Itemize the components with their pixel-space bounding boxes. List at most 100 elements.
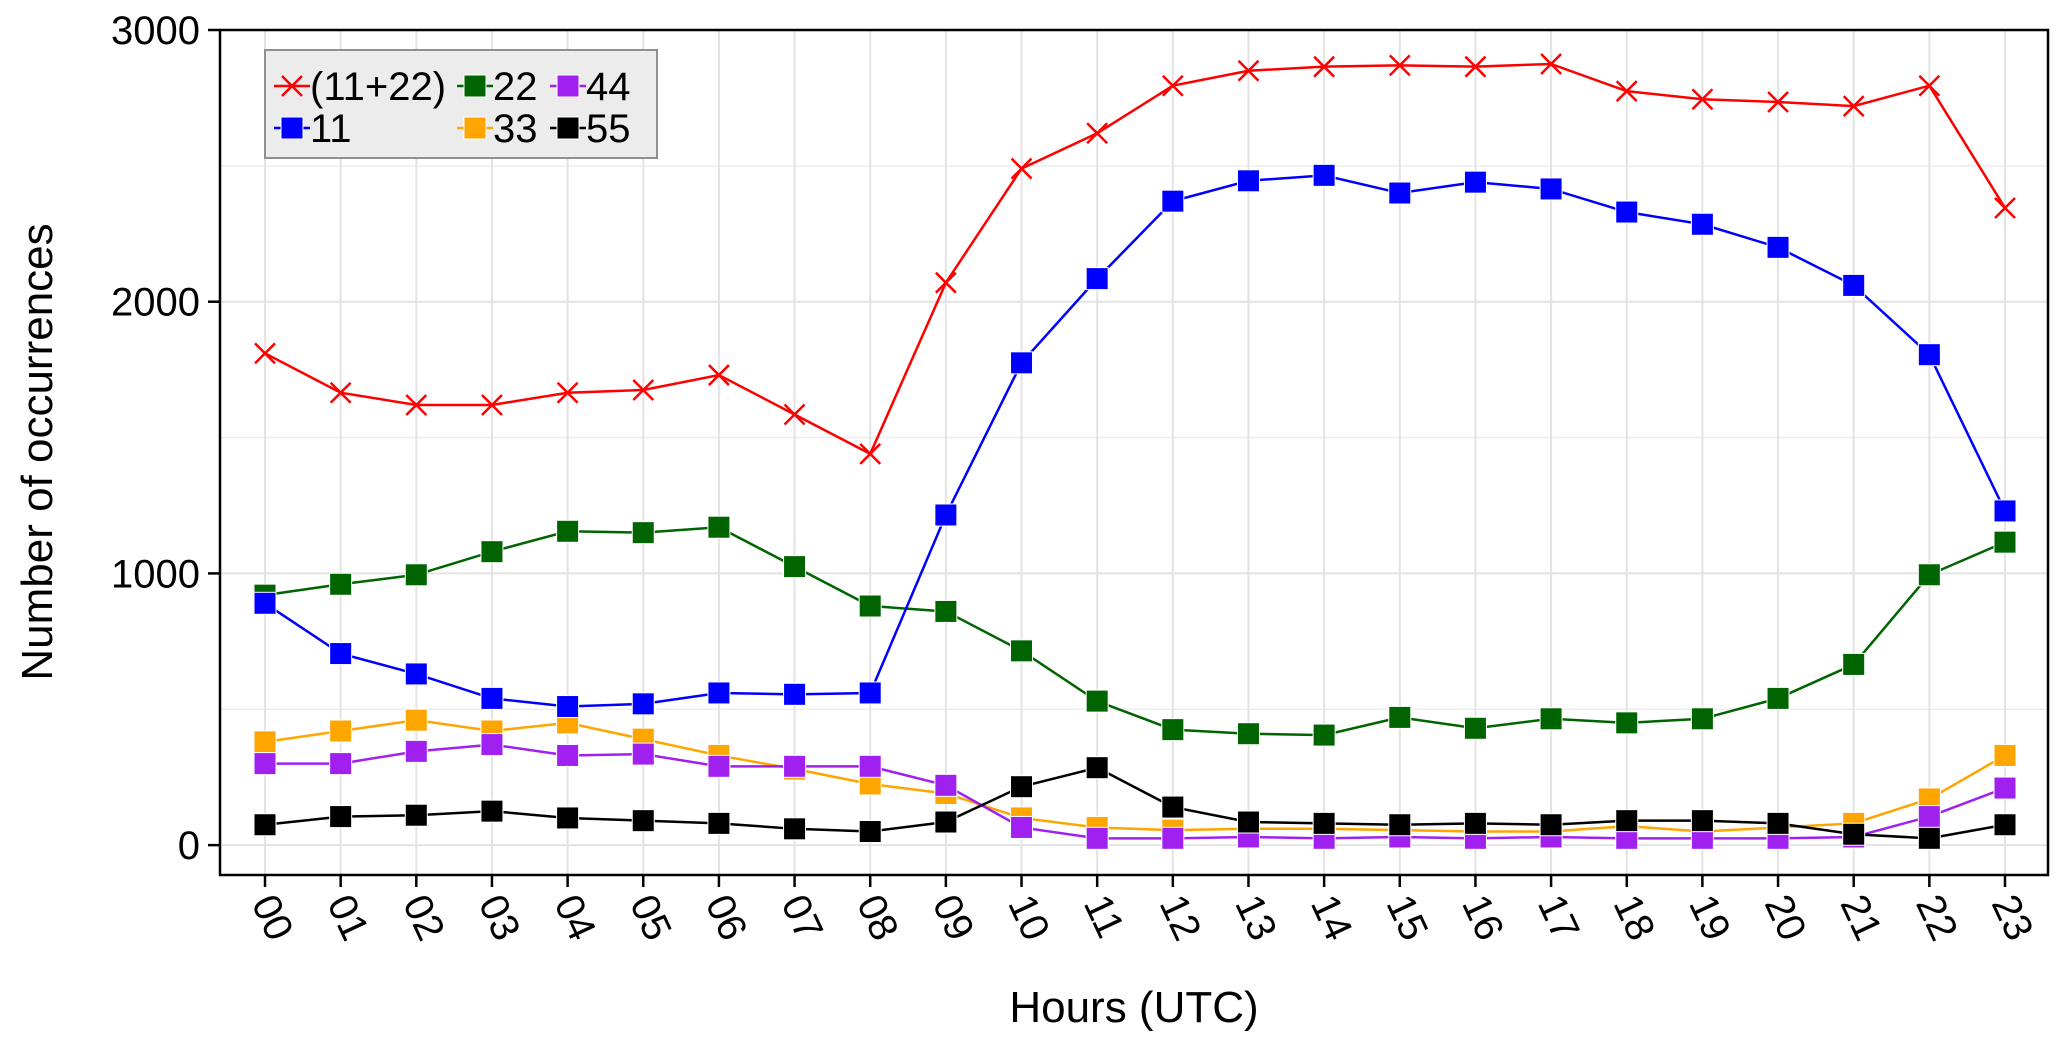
data-point-11	[783, 682, 807, 706]
series-line-33	[264, 718, 2006, 833]
data-point-33	[1993, 743, 2017, 767]
data-point-33	[329, 719, 353, 743]
data-point-11	[1463, 170, 1487, 194]
x-axis: 00 01 02 03 04 05 06 07 08 09 10 11 12 13 14 15 16 17 18 19…	[243, 875, 2042, 947]
legend-label: (11+22)	[310, 65, 446, 109]
data-point-1122	[1237, 59, 1260, 82]
data-point-44	[556, 743, 580, 767]
x-tick-label: 03	[470, 888, 529, 947]
x-tick-label: 16	[1453, 888, 1512, 947]
data-point-22	[1236, 722, 1260, 746]
data-point-22	[1993, 530, 2017, 554]
data-point-11	[1690, 212, 1714, 236]
legend-item-22: 22	[457, 65, 538, 109]
y-tick-label: 3000	[111, 9, 200, 53]
data-point-55	[1010, 775, 1034, 799]
data-point-44	[1161, 826, 1185, 850]
legend-label: 55	[586, 107, 631, 151]
x-tick-label: 01	[318, 888, 377, 947]
x-tick-label: 11	[1075, 888, 1132, 944]
x-tick-label: 04	[545, 888, 604, 947]
x-tick-label: 13	[1226, 888, 1285, 947]
series-line-1122	[264, 62, 2007, 456]
data-point-11	[1161, 189, 1185, 213]
data-point-33	[404, 708, 428, 732]
series-line-11	[264, 174, 2007, 708]
data-point-55	[253, 813, 277, 837]
data-point-1122	[1010, 157, 1033, 180]
data-point-11	[1993, 499, 2017, 523]
data-point-22	[480, 540, 504, 564]
data-point-1122	[1767, 91, 1789, 113]
data-point-44	[1010, 815, 1034, 839]
data-point-22	[1010, 639, 1034, 663]
x-tick-label: 09	[924, 888, 983, 947]
data-point-55	[480, 799, 504, 823]
data-point-11	[404, 662, 428, 686]
data-point-55	[1917, 826, 1941, 850]
data-point-11	[1312, 163, 1336, 187]
legend-marker	[280, 116, 304, 140]
legend-marker	[463, 116, 487, 140]
x-tick-label: 00	[243, 888, 302, 947]
data-point-55	[329, 805, 353, 829]
data-point-55	[934, 810, 958, 834]
data-point-22	[1842, 652, 1866, 676]
data-point-22	[1690, 707, 1714, 731]
y-tick-label: 2000	[111, 281, 200, 325]
x-tick-label: 08	[848, 888, 907, 947]
data-point-11	[1539, 177, 1563, 201]
data-point-44	[1085, 826, 1109, 850]
data-point-11	[631, 692, 655, 716]
x-tick-label: 15	[1378, 888, 1437, 947]
legend-label: 11	[310, 107, 352, 151]
x-tick-label: 19	[1680, 888, 1739, 947]
data-point-55	[404, 803, 428, 827]
data-point-22	[1161, 718, 1185, 742]
data-point-55	[1312, 811, 1336, 835]
data-point-22	[707, 515, 731, 539]
data-point-11	[1388, 181, 1412, 205]
data-point-1122	[783, 403, 806, 426]
data-point-22	[783, 555, 807, 579]
x-tick-label: 22	[1907, 888, 1966, 947]
data-point-55	[1842, 822, 1866, 846]
data-point-55	[1993, 813, 2017, 837]
data-point-44	[253, 752, 277, 776]
x-tick-label: 12	[1151, 888, 1210, 947]
data-point-55	[1236, 810, 1260, 834]
data-point-22	[1766, 686, 1790, 710]
data-point-55	[1085, 756, 1109, 780]
series-layer	[253, 53, 2017, 850]
series-11	[253, 163, 2017, 719]
x-tick-label: 18	[1605, 888, 1664, 947]
data-point-1122	[1313, 55, 1336, 78]
data-point-44	[934, 773, 958, 797]
data-point-1122	[1464, 55, 1487, 78]
data-point-11	[934, 503, 958, 527]
series-line-44	[265, 743, 2006, 840]
data-point-44	[707, 754, 731, 778]
data-point-44	[404, 739, 428, 763]
data-point-1122	[1388, 54, 1411, 77]
legend-item-1122: (11+22)	[274, 65, 446, 109]
data-point-11	[1615, 200, 1639, 224]
data-point-11	[1842, 273, 1866, 297]
x-tick-label: 17	[1529, 888, 1588, 947]
data-point-1122	[1994, 197, 2016, 219]
legend-label: 33	[493, 107, 538, 151]
data-point-22	[631, 521, 655, 545]
data-point-22	[1085, 689, 1109, 713]
data-point-55	[858, 820, 882, 844]
data-point-22	[1312, 723, 1336, 747]
legend-marker	[281, 75, 303, 97]
legend-marker	[463, 74, 487, 98]
plot-frame	[218, 28, 2050, 877]
legend-marker	[556, 74, 580, 98]
series-22	[253, 515, 2017, 747]
x-tick-label: 14	[1302, 888, 1361, 947]
data-point-33	[253, 730, 277, 754]
x-tick-label: 21	[1832, 888, 1891, 947]
series-line-22	[264, 525, 2006, 737]
